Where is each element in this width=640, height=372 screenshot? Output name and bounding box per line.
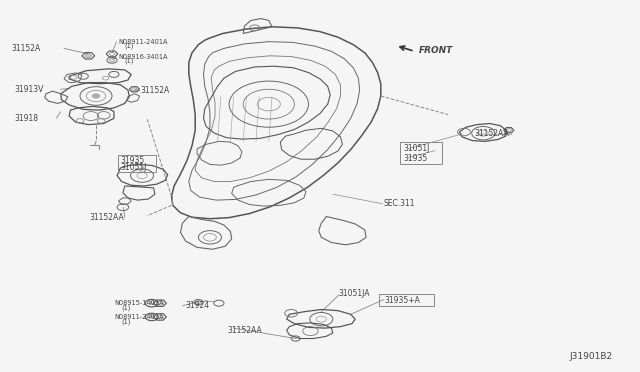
Text: 31051J: 31051J (120, 163, 147, 172)
Text: 31935+A: 31935+A (384, 296, 420, 305)
Text: (1): (1) (122, 318, 131, 325)
Text: FRONT: FRONT (419, 46, 454, 55)
Text: (1): (1) (125, 58, 134, 64)
Text: 31152AA: 31152AA (90, 213, 124, 222)
Text: N08915-1401A: N08915-1401A (114, 300, 163, 306)
Text: 31051J: 31051J (403, 144, 429, 153)
Text: N08916-3401A: N08916-3401A (118, 54, 168, 60)
Text: N: N (150, 301, 154, 306)
Text: N08911-2401A: N08911-2401A (114, 314, 163, 320)
Text: (1): (1) (125, 43, 134, 49)
Text: 31051JA: 31051JA (338, 289, 369, 298)
Text: (1): (1) (122, 304, 131, 311)
Text: 31924: 31924 (186, 301, 210, 310)
Text: J31901B2: J31901B2 (570, 352, 612, 361)
Text: 31152AA: 31152AA (475, 129, 509, 138)
Text: 31918: 31918 (14, 114, 38, 123)
Circle shape (92, 94, 100, 98)
Text: SEC.311: SEC.311 (384, 199, 415, 208)
Circle shape (85, 54, 92, 58)
Text: 31913V: 31913V (14, 85, 44, 94)
Text: 31935: 31935 (120, 156, 145, 165)
Text: 31935: 31935 (403, 154, 428, 163)
Text: 31152A: 31152A (12, 44, 41, 53)
Text: 31152AA: 31152AA (227, 326, 262, 335)
Text: 31152A: 31152A (141, 86, 170, 95)
Text: N08911-2401A: N08911-2401A (118, 39, 168, 45)
Text: N: N (150, 314, 154, 320)
